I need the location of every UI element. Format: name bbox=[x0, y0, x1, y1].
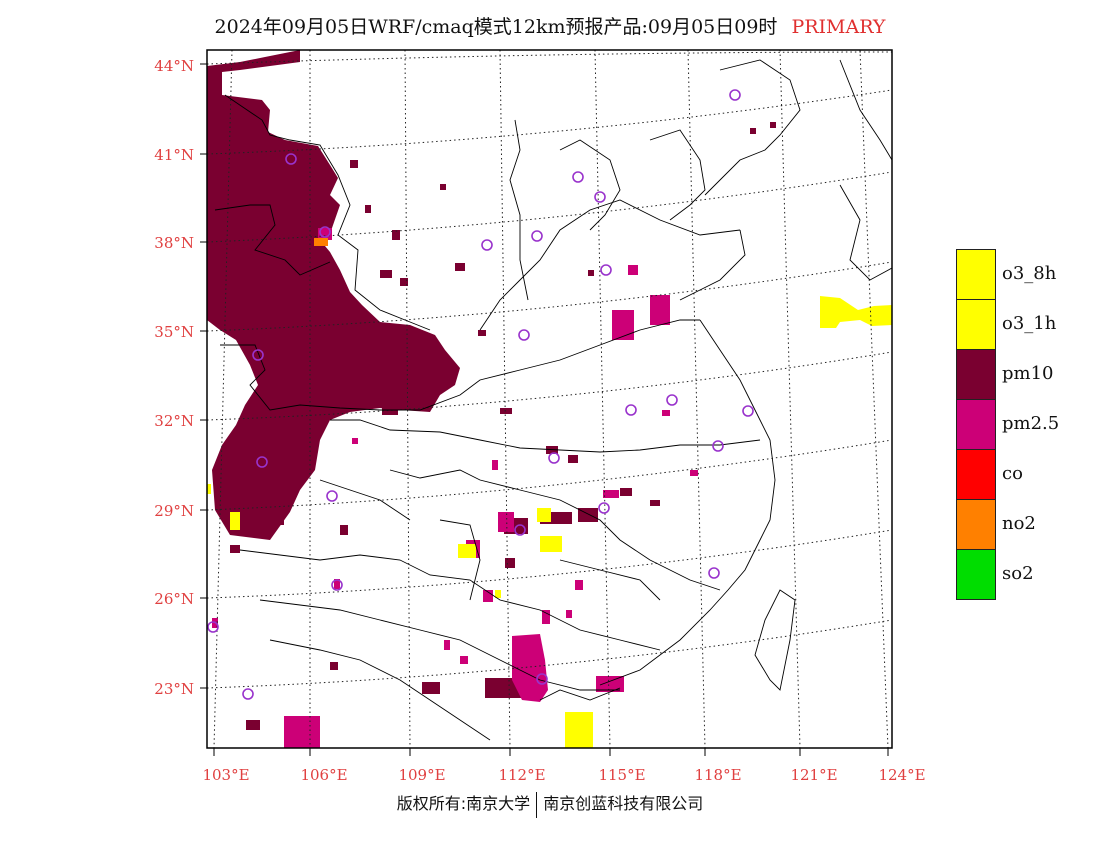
longitude-grid bbox=[213, 50, 889, 748]
legend-label-pm10: pm10 bbox=[1002, 363, 1054, 384]
legend-label-no2: no2 bbox=[1002, 513, 1036, 534]
map-frame bbox=[206, 49, 893, 749]
title-text: 2024年09月05日WRF/cmaq模式12km预报产品:09月05日09时 bbox=[214, 16, 778, 38]
lat-label-26: 26°N bbox=[154, 590, 194, 608]
legend-label-so2: so2 bbox=[1002, 563, 1034, 584]
legend-swatch-so2 bbox=[956, 549, 996, 600]
footer-divider bbox=[536, 791, 538, 818]
pm10-region-west bbox=[207, 50, 460, 540]
legend-swatch-o3-8h bbox=[956, 249, 996, 300]
o3-patches bbox=[207, 296, 892, 748]
lon-label-121: 121°E bbox=[790, 766, 838, 784]
map-title: 2024年09月05日WRF/cmaq模式12km预报产品:09月05日09时 P… bbox=[0, 12, 1100, 39]
legend-label-o3-8h: o3_8h bbox=[1002, 263, 1057, 284]
lat-label-44: 44°N bbox=[154, 57, 194, 75]
lon-label-112: 112°E bbox=[498, 766, 546, 784]
legend-swatch-o3-1h bbox=[956, 299, 996, 350]
lon-label-106: 106°E bbox=[300, 766, 348, 784]
legend-swatch-co bbox=[956, 449, 996, 500]
lon-label-115: 115°E bbox=[598, 766, 646, 784]
legend-label-co: co bbox=[1002, 463, 1023, 484]
lat-label-35: 35°N bbox=[154, 323, 194, 341]
latitude-grid bbox=[207, 51, 892, 689]
city-markers bbox=[207, 89, 754, 700]
copyright-footer: 版权所有:南京大学 南京创蓝科技有限公司 bbox=[0, 790, 1100, 818]
boundaries bbox=[214, 59, 892, 741]
lat-label-32: 32°N bbox=[154, 412, 194, 430]
axis-ticks bbox=[200, 63, 889, 756]
copyright-right: 南京创蓝科技有限公司 bbox=[543, 794, 704, 813]
legend-label-o3-1h: o3_1h bbox=[1002, 313, 1057, 334]
copyright-left: 版权所有:南京大学 bbox=[396, 794, 531, 813]
legend-swatch-pm25 bbox=[956, 399, 996, 450]
legend-swatch-pm10 bbox=[956, 349, 996, 400]
primary-tag: PRIMARY bbox=[791, 16, 886, 38]
legend-swatch-no2 bbox=[956, 499, 996, 550]
lat-label-29: 29°N bbox=[154, 502, 194, 520]
pm25-patches bbox=[212, 228, 698, 748]
legend-label-pm25: pm2.5 bbox=[1002, 413, 1060, 434]
lon-label-124: 124°E bbox=[878, 766, 926, 784]
lon-label-118: 118°E bbox=[694, 766, 742, 784]
lat-label-41: 41°N bbox=[154, 146, 194, 164]
lon-label-109: 109°E bbox=[398, 766, 446, 784]
lon-label-103: 103°E bbox=[202, 766, 250, 784]
lat-label-38: 38°N bbox=[154, 234, 194, 252]
no2-patch bbox=[314, 238, 328, 246]
lat-label-23: 23°N bbox=[154, 680, 194, 698]
